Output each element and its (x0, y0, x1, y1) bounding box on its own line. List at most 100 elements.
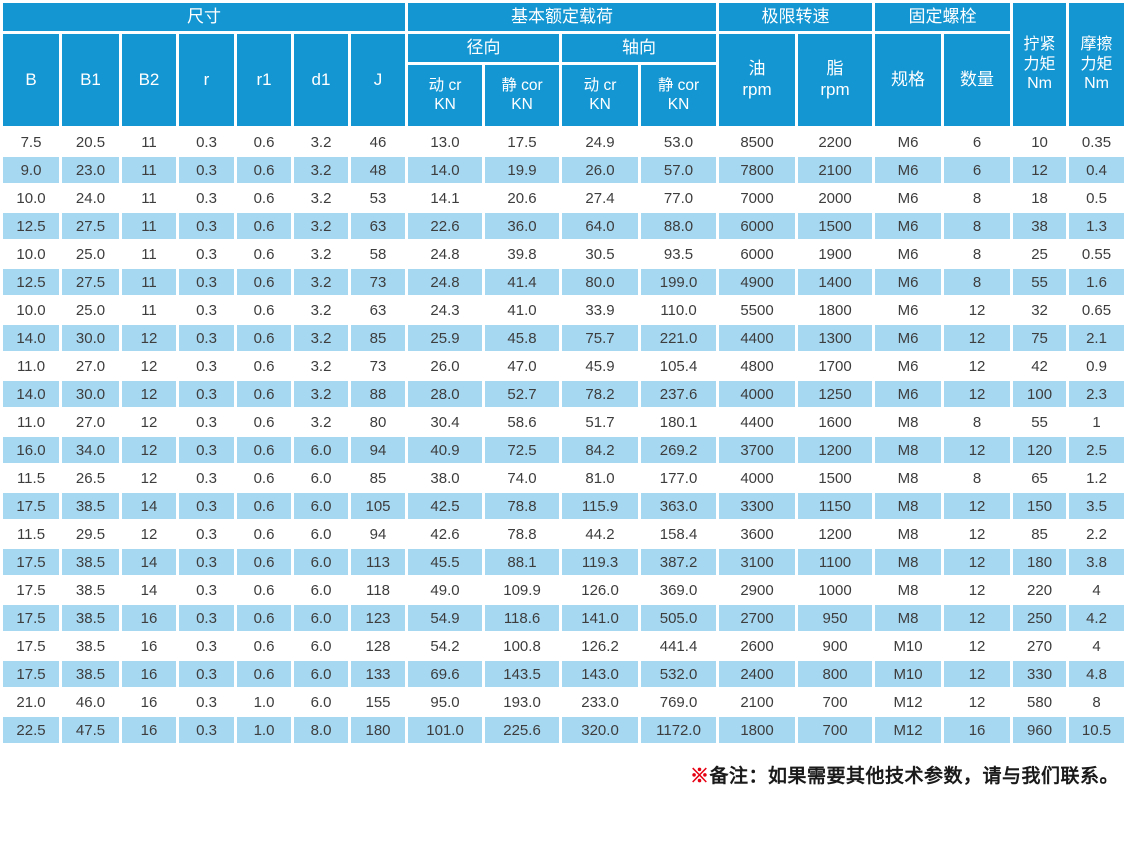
cell: 1.2 (1066, 463, 1124, 493)
header-axial-dynamic-cr: 动 cr KN (559, 62, 642, 129)
table-row: 7.5 20.5 11 0.3 0.6 3.2 46 13.0 17.5 24.9 53.0 8500… (0, 126, 1124, 157)
cell: 12 (119, 323, 179, 353)
cell: M6 (872, 155, 945, 185)
cell: 1500 (795, 211, 876, 241)
header-r: r (176, 31, 237, 129)
cell: 363.0 (638, 491, 720, 521)
cell: 34.0 (59, 435, 122, 465)
cell: 1600 (795, 407, 876, 437)
cell: 1000 (795, 575, 876, 605)
table-row: 21.0 46.0 16 0.3 1.0 6.0 155 95.0 193.0 233.0 769.… (0, 687, 1124, 717)
cell: 800 (795, 659, 876, 689)
table-header: 尺寸 基本额定载荷 极限转速 固定螺栓 拧紧 力矩 Nm 摩擦 力矩 Nm B … (0, 0, 1124, 129)
table-row: 11.0 27.0 12 0.3 0.6 3.2 73 26.0 47.0 45.9 105.4 48… (0, 351, 1124, 381)
cell: 45.9 (559, 351, 642, 381)
cell: 77.0 (638, 183, 720, 213)
cell: 101.0 (405, 715, 486, 745)
cell: 10.0 (0, 239, 62, 269)
cell: 27.5 (59, 267, 122, 297)
cell: 46 (347, 126, 409, 157)
group-header-dimensions: 尺寸 (0, 0, 409, 34)
cell: 11 (119, 295, 179, 325)
table-body: 7.5 20.5 11 0.3 0.6 3.2 46 13.0 17.5 24.9 53.0 8500… (0, 126, 1124, 745)
cell: 12 (941, 575, 1014, 605)
cell: 12 (941, 519, 1014, 549)
cell: 73 (347, 267, 409, 297)
cell: 23.0 (59, 155, 122, 185)
cell: 26.0 (559, 155, 642, 185)
cell: 12 (119, 379, 179, 409)
cell: 88 (347, 379, 409, 409)
cell: 143.5 (482, 659, 563, 689)
cell: 14.0 (0, 323, 62, 353)
cell: 1200 (795, 435, 876, 465)
cell: 12 (119, 407, 179, 437)
cell: 40.9 (405, 435, 486, 465)
cell: 24.0 (59, 183, 122, 213)
cell: 105.4 (638, 351, 720, 381)
cell: 81.0 (559, 463, 642, 493)
cell: 3.2 (291, 183, 351, 213)
cell: 16 (119, 659, 179, 689)
group-header-fixing-bolt: 固定螺栓 (872, 0, 1014, 34)
cell: 24.8 (405, 239, 486, 269)
cell: 1172.0 (638, 715, 720, 745)
cell: 7.5 (0, 126, 62, 157)
cell: 1 (1066, 407, 1124, 437)
cell: 118.6 (482, 603, 563, 633)
cell: 180 (347, 715, 409, 745)
cell: 158.4 (638, 519, 720, 549)
cell: 0.6 (234, 575, 294, 605)
cell: 0.3 (176, 603, 237, 633)
cell: 177.0 (638, 463, 720, 493)
cell: 16 (119, 631, 179, 661)
cell: 52.7 (482, 379, 563, 409)
header-B: B (0, 31, 62, 129)
cell: 580 (1010, 687, 1070, 717)
cell: 17.5 (0, 659, 62, 689)
cell: 0.3 (176, 211, 237, 241)
cell: 700 (795, 715, 876, 745)
cell: 0.6 (234, 435, 294, 465)
cell: M8 (872, 407, 945, 437)
cell: 3600 (716, 519, 799, 549)
cell: 100.8 (482, 631, 563, 661)
cell: 4000 (716, 463, 799, 493)
cell: 4800 (716, 351, 799, 381)
cell: 57.0 (638, 155, 720, 185)
cell: 16 (119, 715, 179, 745)
cell: 16.0 (0, 435, 62, 465)
cell: 6.0 (291, 659, 351, 689)
cell: 38 (1010, 211, 1070, 241)
cell: 28.0 (405, 379, 486, 409)
cell: 0.6 (234, 323, 294, 353)
table-row: 17.5 38.5 16 0.3 0.6 6.0 128 54.2 100.8 126.2 441.… (0, 631, 1124, 661)
cell: 0.6 (234, 239, 294, 269)
cell: 42.5 (405, 491, 486, 521)
cell: 3.5 (1066, 491, 1124, 521)
cell: 3700 (716, 435, 799, 465)
cell: 1100 (795, 547, 876, 577)
cell: 44.2 (559, 519, 642, 549)
cell: 25 (1010, 239, 1070, 269)
cell: M6 (872, 295, 945, 325)
cell: 0.6 (234, 547, 294, 577)
cell: 270 (1010, 631, 1070, 661)
cell: 150 (1010, 491, 1070, 521)
cell: 51.7 (559, 407, 642, 437)
cell: 36.0 (482, 211, 563, 241)
cell: 220 (1010, 575, 1070, 605)
table-row: 22.5 47.5 16 0.3 1.0 8.0 180 101.0 225.6 320.0 117… (0, 715, 1124, 745)
cell: M6 (872, 379, 945, 409)
cell: 113 (347, 547, 409, 577)
header-axial: 轴向 (559, 31, 720, 65)
cell: 22.5 (0, 715, 62, 745)
cell: 8 (941, 463, 1014, 493)
cell: 118 (347, 575, 409, 605)
cell: 3.2 (291, 379, 351, 409)
cell: 0.3 (176, 463, 237, 493)
cell: 30.0 (59, 323, 122, 353)
cell: 21.0 (0, 687, 62, 717)
cell: M12 (872, 715, 945, 745)
cell: 20.6 (482, 183, 563, 213)
